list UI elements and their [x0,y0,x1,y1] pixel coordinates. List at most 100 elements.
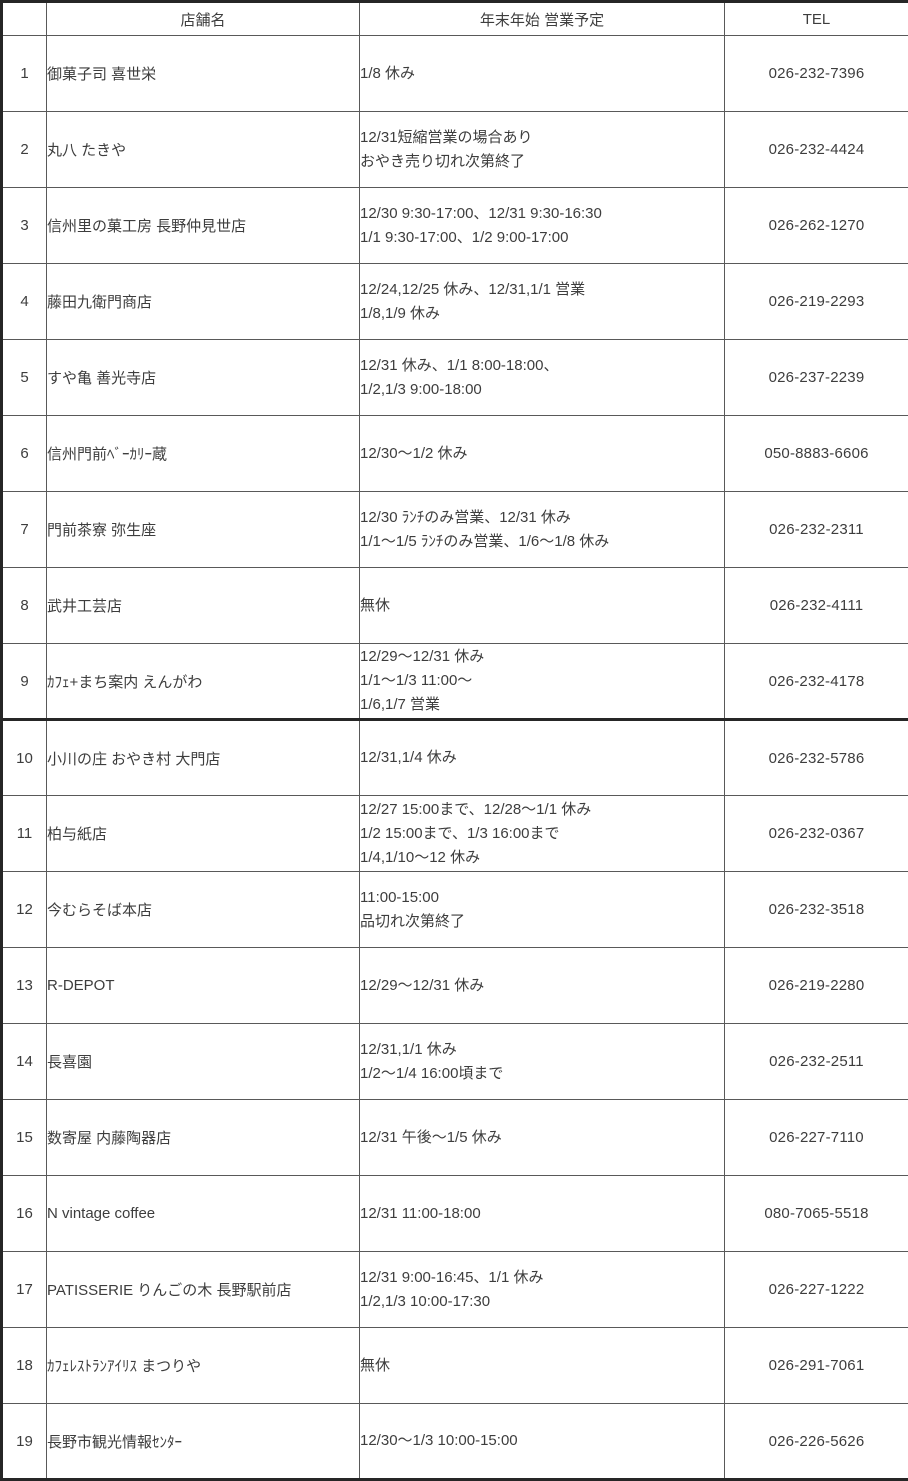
schedule-line: 12/31短縮営業の場合あり [360,128,533,146]
schedule-cell: 無休 [359,1327,725,1404]
header-shop-name: 店舗名 [46,1,360,36]
schedule-line: 1/2～1/4 16:00頃まで [360,1064,504,1082]
table-row: 5 すや亀 善光寺店 12/31 休み、1/1 8:00-18:00、 1/2,1/3… [1,339,908,416]
schedule-line: 12/31 9:00-16:45、1/1 休み [360,1268,544,1286]
row-number-cell: 10 [1,719,47,796]
header-row-number [1,1,47,36]
tel-cell: 050-8883-6606 [724,415,908,492]
schedule-cell: 12/24,12/25 休み、12/31,1/1 営業 1/8,1/9 休み [359,263,725,340]
table-row: 8 武井工芸店 無休 026-232-4111 [1,567,908,644]
table-row: 11 柏与紙店 12/27 15:00まで、12/28～1/1 休み 1/2 15:0… [1,795,908,872]
shop-name-cell: 信州里の菓工房 長野仲見世店 [46,187,360,264]
schedule-line: 12/31 11:00-18:00 [360,1204,481,1222]
shop-name-cell: 門前茶寮 弥生座 [46,491,360,568]
schedule-line: 無休 [360,1356,391,1374]
row-number-cell: 15 [1,1099,47,1176]
schedule-line: 1/8 休み [360,64,416,82]
shop-name-cell: すや亀 善光寺店 [46,339,360,416]
tel-cell: 026-232-0367 [724,795,908,872]
header-schedule: 年末年始 営業予定 [359,1,725,36]
shop-name-cell: ｶﾌｪ+まち案内 えんがわ [46,643,360,721]
schedule-line: 12/30 ﾗﾝﾁのみ営業、12/31 休み [360,508,571,526]
tel-cell: 026-227-7110 [724,1099,908,1176]
row-number-cell: 5 [1,339,47,416]
table-row: 1 御菓子司 喜世栄 1/8 休み 026-232-7396 [1,35,908,112]
schedule-line: 1/2,1/3 9:00-18:00 [360,380,482,398]
row-number-cell: 13 [1,947,47,1024]
header-row: 店舗名 年末年始 営業予定 TEL [1,1,908,36]
row-number-cell: 2 [1,111,47,188]
schedule-cell: 12/31 9:00-16:45、1/1 休み 1/2,1/3 10:00-17:… [359,1251,725,1328]
schedule-cell: 12/27 15:00まで、12/28～1/1 休み 1/2 15:00まで、1/… [359,795,725,872]
schedule-cell: 12/31 午後～1/5 休み [359,1099,725,1176]
schedule-line: 1/2 15:00まで、1/3 16:00まで [360,824,560,842]
table-row: 15 数寄屋 内藤陶器店 12/31 午後～1/5 休み 026-227-7110 [1,1099,908,1176]
tel-cell: 026-262-1270 [724,187,908,264]
tel-cell: 026-219-2280 [724,947,908,1024]
table-row: 14 長喜園 12/31,1/1 休み 1/2～1/4 16:00頃まで 026-232… [1,1023,908,1100]
shop-name-cell: 数寄屋 内藤陶器店 [46,1099,360,1176]
shop-name-cell: 小川の庄 おやき村 大門店 [46,719,360,796]
row-number-cell: 16 [1,1175,47,1252]
tel-cell: 080-7065-5518 [724,1175,908,1252]
shop-name-cell: 藤田九衛門商店 [46,263,360,340]
schedule-cell: 12/29～12/31 休み 1/1～1/3 11:00～ 1/6,1/7 営業 [359,643,725,721]
schedule-line: 1/1～1/5 ﾗﾝﾁのみ営業、1/6～1/8 休み [360,532,610,550]
table-row: 13 R-DEPOT 12/29～12/31 休み 026-219-2280 [1,947,908,1024]
shop-name-cell: 御菓子司 喜世栄 [46,35,360,112]
schedule-line: 1/2,1/3 10:00-17:30 [360,1292,491,1310]
tel-cell: 026-232-2311 [724,491,908,568]
schedule-line: 12/24,12/25 休み、12/31,1/1 営業 [360,280,586,298]
table-row: 10 小川の庄 おやき村 大門店 12/31,1/4 休み 026-232-5786 [1,719,908,796]
shop-name-cell: 今むらそば本店 [46,871,360,948]
row-number-cell: 8 [1,567,47,644]
tel-cell: 026-232-4111 [724,567,908,644]
row-number-cell: 19 [1,1403,47,1480]
schedule-cell: 12/31 11:00-18:00 [359,1175,725,1252]
schedule-line: 品切れ次第終了 [360,912,466,930]
schedule-line: おやき売り切れ次第終了 [360,152,526,170]
schedule-line: 無休 [360,596,391,614]
shop-name-cell: 信州門前ﾍﾞｰｶﾘｰ蔵 [46,415,360,492]
table-row: 3 信州里の菓工房 長野仲見世店 12/30 9:30-17:00、12/31 9:… [1,187,908,264]
tel-cell: 026-291-7061 [724,1327,908,1404]
schedule-line: 1/8,1/9 休み [360,304,441,322]
table-row: 18 ｶﾌｪﾚｽﾄﾗﾝｱｲﾘｽ まつりや 無休 026-291-7061 [1,1327,908,1404]
tel-cell: 026-232-3518 [724,871,908,948]
shop-name-cell: 長野市観光情報ｾﾝﾀｰ [46,1403,360,1480]
schedule-cell: 12/30～1/3 10:00-15:00 [359,1403,725,1480]
schedule-line: 12/31 休み、1/1 8:00-18:00、 [360,356,559,374]
tel-cell: 026-232-7396 [724,35,908,112]
schedule-line: 12/30～1/3 10:00-15:00 [360,1432,518,1449]
schedule-cell: 12/31,1/1 休み 1/2～1/4 16:00頃まで [359,1023,725,1100]
schedule-line: 12/30～1/2 休み [360,444,468,462]
shop-name-cell: 柏与紙店 [46,795,360,872]
schedule-line: 12/29～12/31 休み [360,976,485,994]
tel-cell: 026-232-4424 [724,111,908,188]
schedule-cell: 11:00-15:00 品切れ次第終了 [359,871,725,948]
row-number-cell: 14 [1,1023,47,1100]
schedule-line: 11:00-15:00 [360,888,439,906]
table-row: 7 門前茶寮 弥生座 12/30 ﾗﾝﾁのみ営業、12/31 休み 1/1～1/5 ﾗ… [1,491,908,568]
table-row: 2 丸八 たきや 12/31短縮営業の場合あり おやき売り切れ次第終了 026-232-… [1,111,908,188]
tel-cell: 026-227-1222 [724,1251,908,1328]
schedule-cell: 12/30～1/2 休み [359,415,725,492]
schedule-line: 12/29～12/31 休み [360,648,485,665]
schedule-line: 12/31 午後～1/5 休み [360,1128,502,1146]
schedule-line: 1/4,1/10～12 休み [360,848,481,866]
schedule-cell: 1/8 休み [359,35,725,112]
row-number-cell: 3 [1,187,47,264]
shop-name-cell: 長喜園 [46,1023,360,1100]
tel-cell: 026-226-5626 [724,1403,908,1480]
schedule-line: 1/1～1/3 11:00～ [360,672,473,689]
row-number-cell: 1 [1,35,47,112]
schedule-cell: 12/30 9:30-17:00、12/31 9:30-16:30 1/1 9:3… [359,187,725,264]
row-number-cell: 11 [1,795,47,872]
tel-cell: 026-219-2293 [724,263,908,340]
shop-name-cell: ｶﾌｪﾚｽﾄﾗﾝｱｲﾘｽ まつりや [46,1327,360,1404]
table-row: 16 N vintage coffee 12/31 11:00-18:00 080-7… [1,1175,908,1252]
table-row: 4 藤田九衛門商店 12/24,12/25 休み、12/31,1/1 営業 1/8,1… [1,263,908,340]
row-number-cell: 12 [1,871,47,948]
tel-cell: 026-232-4178 [724,643,908,721]
